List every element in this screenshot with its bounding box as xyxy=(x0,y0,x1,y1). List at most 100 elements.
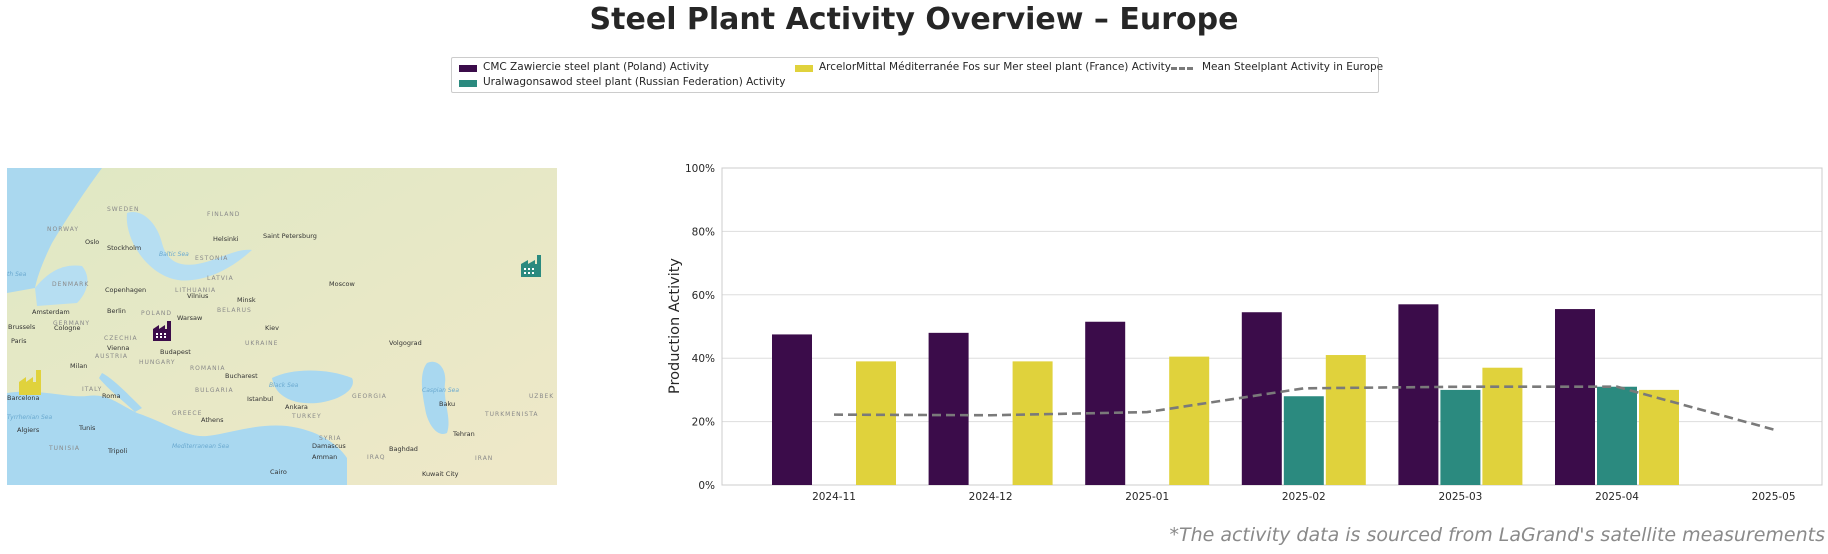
water-caspian xyxy=(421,361,449,434)
map-label-caspian-sea: Caspian Sea xyxy=(422,387,459,394)
bar-series-2-2024-12 xyxy=(1012,361,1053,485)
y-tick-label: 60% xyxy=(692,290,715,302)
bar-series-0-2025-01 xyxy=(1085,321,1126,485)
map-label-romania: ROMANIA xyxy=(190,365,226,372)
map-label-iraq: IRAQ xyxy=(367,454,385,461)
europe-map: SWEDEN FINLAND NORWAY Oslo Stockholm Hel… xyxy=(7,168,557,485)
map-label-tripoli: Tripoli xyxy=(107,447,127,455)
map-label-minsk: Minsk xyxy=(237,296,256,304)
legend-swatch-mean xyxy=(1171,67,1193,70)
legend-label-cmc: CMC Zawiercie steel plant (Poland) Activ… xyxy=(483,61,709,73)
water-red-sea xyxy=(297,468,322,485)
mean-activity-line xyxy=(833,385,1774,431)
y-tick-label: 40% xyxy=(692,353,715,365)
map-label-damascus: Damascus xyxy=(312,442,346,450)
y-axis-label: Production Activity xyxy=(667,258,683,394)
bar-series-1-2025-04 xyxy=(1597,386,1637,485)
map-label-turkey: TURKEY xyxy=(291,413,322,420)
x-tick-label: 2025-03 xyxy=(1438,491,1482,503)
map-label-amman: Amman xyxy=(312,453,337,461)
bar-series-2-2025-03 xyxy=(1482,367,1523,485)
map-label-berlin: Berlin xyxy=(107,307,126,315)
map-label-tehran: Tehran xyxy=(452,430,475,438)
water-adriatic xyxy=(99,373,142,412)
map-label-latvia: LATVIA xyxy=(207,275,234,282)
bar-layer xyxy=(772,304,1679,485)
map-label-greece: GREECE xyxy=(172,410,202,417)
map-label-bulgaria: BULGARIA xyxy=(195,387,234,394)
map-label-austria: AUSTRIA xyxy=(95,353,128,360)
water-baltic xyxy=(126,212,252,281)
plant-marker-cmc-zawiercie-icon xyxy=(153,321,171,341)
map-label-stockholm: Stockholm xyxy=(107,244,141,252)
bar-series-0-2024-12 xyxy=(928,332,969,485)
y-tick-label: 80% xyxy=(692,226,715,238)
map-label-kiev: Kiev xyxy=(265,324,279,332)
water-black-sea xyxy=(272,370,353,404)
water-north-atlantic xyxy=(7,168,102,293)
map-label-mediterranean-sea: Mediterranean Sea xyxy=(172,443,229,450)
bar-series-0-2025-03 xyxy=(1398,304,1439,485)
map-label-germany: GERMANY xyxy=(53,320,90,327)
bar-series-2-2025-04 xyxy=(1639,389,1679,485)
water-north-sea xyxy=(35,265,88,306)
map-label-uzbek: UZBEK xyxy=(529,393,554,400)
map-label-oslo: Oslo xyxy=(85,238,99,246)
map-label-warsaw: Warsaw xyxy=(177,314,203,322)
map-label-baltic-sea: Baltic Sea xyxy=(159,251,189,258)
legend-label-uralwagonsawod: Uralwagonsawod steel plant (Russian Fede… xyxy=(483,76,786,88)
map-label-budapest: Budapest xyxy=(160,348,191,356)
map-label-vienna: Vienna xyxy=(107,344,129,352)
map-label-georgia: GEORGIA xyxy=(352,393,387,400)
x-tick-label: 2025-01 xyxy=(1125,491,1169,503)
map-label-tunis: Tunis xyxy=(78,424,96,432)
bar-series-1-2025-03 xyxy=(1440,389,1481,485)
map-label-poland: POLAND xyxy=(141,310,172,317)
data-source-footnote: *The activity data is sourced from LaGra… xyxy=(1169,524,1825,546)
y-tick-label: 0% xyxy=(698,480,715,492)
map-label-milan: Milan xyxy=(70,362,87,370)
bar-series-0-2025-04 xyxy=(1555,309,1595,485)
map-label-helsinki: Helsinki xyxy=(213,235,239,243)
map-label-copenhagen: Copenhagen xyxy=(105,286,146,294)
legend-label-arcelormittal: ArcelorMittal Méditerranée Fos sur Mer s… xyxy=(819,61,1171,73)
map-label-denmark: DENMARK xyxy=(52,281,89,288)
plant-marker-uralwagonsawod-icon xyxy=(521,255,541,277)
map-label-hungary: HUNGARY xyxy=(139,359,176,366)
bar-series-1-2025-02 xyxy=(1283,396,1324,485)
map-label-turkmenistan: TURKMENISTA xyxy=(484,411,539,418)
map-label-cairo: Cairo xyxy=(270,468,287,476)
map-label-moscow: Moscow xyxy=(329,280,356,288)
map-label-baku: Baku xyxy=(439,400,455,408)
map-label-tyrrhenian-sea: Tyrrhenian Sea xyxy=(7,414,52,421)
chart-legend: CMC Zawiercie steel plant (Poland) Activ… xyxy=(451,57,1383,93)
map-label-finland: FINLAND xyxy=(207,211,240,218)
legend-swatch-uralwagonsawod xyxy=(459,80,477,87)
x-tick-label: 2024-12 xyxy=(969,491,1013,503)
map-label-belarus: BELARUS xyxy=(217,307,252,314)
map-label-ankara: Ankara xyxy=(285,403,308,411)
map-label-lithuania: LITHUANIA xyxy=(175,287,216,294)
map-label-iran: IRAN xyxy=(475,455,493,462)
map-label-athens: Athens xyxy=(201,416,224,424)
bar-series-0-2024-11 xyxy=(772,334,812,485)
y-tick-labels: 0% 20% 40% 60% 80% 100% xyxy=(685,163,715,492)
map-label-kuwait-city: Kuwait City xyxy=(422,470,459,478)
map-label-black-sea: Black Sea xyxy=(269,382,299,389)
x-tick-label: 2025-02 xyxy=(1282,491,1326,503)
map-label-brussels: Brussels xyxy=(8,323,36,331)
map-label-volgograd: Volgograd xyxy=(389,339,422,347)
y-tick-label: 20% xyxy=(692,417,715,429)
map-label-estonia: ESTONIA xyxy=(195,255,228,262)
bar-series-0-2025-02 xyxy=(1241,312,1282,485)
map-label-north-sea: th Sea xyxy=(7,271,27,278)
bar-series-2-2025-02 xyxy=(1325,355,1366,485)
map-label-norway: NORWAY xyxy=(47,226,79,233)
map-label-baghdad: Baghdad xyxy=(389,445,418,453)
x-tick-label: 2025-04 xyxy=(1595,491,1639,503)
map-label-tunisia: TUNISIA xyxy=(48,445,80,452)
plant-marker-arcelormittal-fos-icon xyxy=(19,370,41,395)
map-label-algiers: Algiers xyxy=(17,426,40,434)
legend-swatch-arcelormittal xyxy=(795,65,813,72)
map-label-vilnius: Vilnius xyxy=(187,292,209,300)
